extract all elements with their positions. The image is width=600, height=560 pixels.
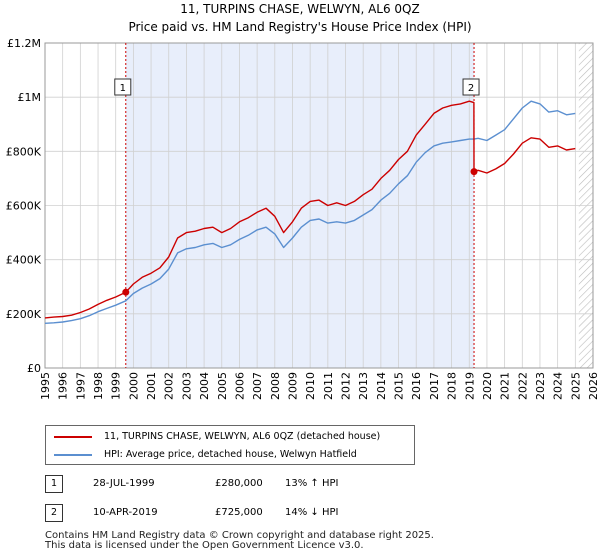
x-tick-label: 2005 [216, 372, 229, 400]
x-tick-label: 2017 [428, 372, 441, 400]
x-tick-label: 2019 [463, 372, 476, 400]
x-tick-label: 2009 [286, 372, 299, 400]
hpi-line [44, 100, 576, 324]
x-tick-label: 2002 [163, 372, 176, 400]
sale-marker-label: 1 [120, 83, 126, 94]
plot-frame [44, 42, 594, 369]
transaction-hpi-diff: 13% ↑ HPI [285, 478, 339, 489]
x-tick-label: 2018 [446, 372, 459, 400]
y-tick-label: £1.2M [7, 37, 41, 50]
x-tick-label: 2008 [269, 372, 282, 400]
x-tick-label: 2015 [393, 372, 406, 400]
x-tick-label: 2001 [145, 372, 158, 400]
transaction-price: £725,000 [215, 507, 263, 518]
sale-marker-box [462, 78, 480, 96]
x-tick-label: 2025 [569, 372, 582, 400]
x-tick-label: 2007 [251, 372, 264, 400]
x-tick-label: 1999 [110, 372, 123, 400]
sale-marker-box [114, 78, 132, 96]
x-tick-label: 2023 [534, 372, 547, 400]
x-tick-label: 1995 [39, 372, 52, 400]
x-tick-label: 2006 [233, 372, 246, 400]
x-tick-label: 2026 [587, 372, 600, 400]
y-tick-label: £600K [6, 200, 42, 213]
transaction-badge: 1 [45, 475, 63, 493]
x-tick-label: 2012 [340, 372, 353, 400]
transaction-price: £280,000 [215, 478, 263, 489]
x-tick-label: 2010 [304, 372, 317, 400]
x-tick-label: 1998 [92, 372, 105, 400]
transaction-date: 10-APR-2019 [93, 507, 158, 518]
footer-line-1: Contains HM Land Registry data © Crown c… [45, 530, 434, 541]
x-tick-label: 1997 [74, 372, 87, 400]
y-tick-label: £1M [18, 91, 42, 104]
footer-line-2: This data is licensed under the Open Gov… [45, 540, 364, 551]
x-tick-label: 2020 [481, 372, 494, 400]
x-tick-label: 2004 [198, 372, 211, 400]
y-tick-label: £400K [6, 254, 42, 267]
legend-swatch-hpi [54, 454, 92, 456]
legend-label-property: 11, TURPINS CHASE, WELWYN, AL6 0QZ (deta… [104, 431, 381, 442]
sale-marker-label: 2 [468, 83, 474, 94]
x-tick-label: 2016 [410, 372, 423, 400]
legend-swatch-property [54, 436, 92, 438]
x-tick-label: 2000 [127, 372, 140, 400]
legend-label-hpi: HPI: Average price, detached house, Welw… [104, 449, 357, 460]
x-tick-label: 2024 [552, 372, 565, 400]
y-tick-label: £0 [27, 362, 41, 375]
x-tick-label: 1996 [57, 372, 70, 400]
price-chart: £0 £200K £400K £600K £800K £1M £1.2M 1995 1996 19… [6, 37, 600, 400]
x-tick-label: 2011 [322, 372, 335, 400]
transaction-hpi-diff: 14% ↓ HPI [285, 507, 339, 518]
attribution-footer: Contains HM Land Registry data © Crown c… [45, 531, 434, 551]
x-tick-label: 2003 [180, 372, 193, 400]
y-tick-label: £200K [6, 308, 42, 321]
x-tick-label: 2022 [516, 372, 529, 400]
x-tick-label: 2013 [357, 372, 370, 400]
chart-legend: 11, TURPINS CHASE, WELWYN, AL6 0QZ (deta… [45, 425, 415, 465]
property-price-line [44, 100, 576, 319]
sale-point [470, 168, 478, 176]
y-tick-label: £800K [6, 145, 42, 158]
transaction-badge: 2 [45, 504, 63, 522]
transaction-date: 28-JUL-1999 [93, 478, 155, 489]
sale-point [122, 288, 130, 296]
chart-subtitle: Price paid vs. HM Land Registry's House … [128, 20, 472, 34]
x-tick-label: 2021 [499, 372, 512, 400]
x-tick-label: 2014 [375, 372, 388, 400]
chart-title: 11, TURPINS CHASE, WELWYN, AL6 0QZ [180, 2, 420, 16]
